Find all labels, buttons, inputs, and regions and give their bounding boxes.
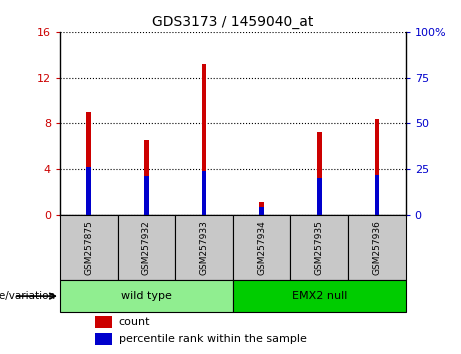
Text: count: count [118, 317, 150, 327]
Text: GSM257933: GSM257933 [200, 220, 208, 275]
Text: GSM257934: GSM257934 [257, 220, 266, 275]
Bar [60, 280, 233, 312]
Bar [95, 316, 112, 328]
Bar [259, 207, 264, 215]
Bar [259, 202, 264, 215]
Bar [60, 215, 118, 280]
Bar [317, 178, 321, 215]
Bar [118, 215, 175, 280]
Bar [233, 280, 406, 312]
Text: wild type: wild type [121, 291, 172, 301]
Text: EMX2 null: EMX2 null [291, 291, 347, 301]
Bar [201, 171, 206, 215]
Bar [86, 112, 91, 215]
Text: GSM257936: GSM257936 [372, 220, 381, 275]
Bar [233, 215, 290, 280]
Text: GSM257935: GSM257935 [315, 220, 324, 275]
Bar [95, 333, 112, 345]
Bar [144, 141, 148, 215]
Text: GSM257932: GSM257932 [142, 220, 151, 275]
Bar [290, 215, 348, 280]
Bar [201, 64, 206, 215]
Bar [86, 167, 91, 215]
Bar [317, 132, 321, 215]
Title: GDS3173 / 1459040_at: GDS3173 / 1459040_at [152, 16, 313, 29]
Bar [175, 215, 233, 280]
Bar [374, 119, 379, 215]
Bar [348, 215, 406, 280]
Text: genotype/variation: genotype/variation [0, 291, 55, 301]
Bar [374, 175, 379, 215]
Text: percentile rank within the sample: percentile rank within the sample [118, 334, 307, 344]
Bar [144, 176, 148, 215]
Text: GSM257875: GSM257875 [84, 220, 93, 275]
